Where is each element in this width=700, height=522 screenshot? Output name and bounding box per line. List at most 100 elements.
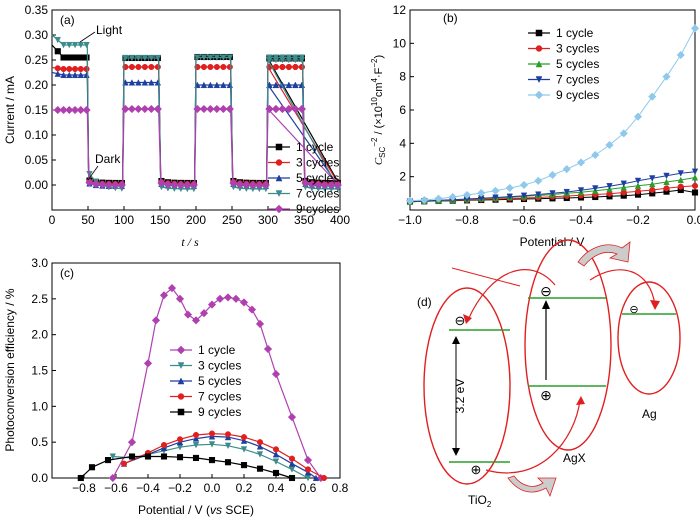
data-point bbox=[240, 434, 248, 441]
data-point bbox=[231, 294, 241, 303]
data-point bbox=[192, 431, 200, 439]
y-tick-label: 8 bbox=[399, 70, 406, 84]
data-point bbox=[592, 185, 599, 192]
data-point bbox=[272, 458, 280, 465]
data-point bbox=[691, 182, 699, 189]
data-point bbox=[691, 168, 699, 176]
data-point bbox=[200, 54, 208, 61]
x-tick-label: −0.6 bbox=[512, 213, 536, 227]
panel-d-diagram: (d) 3.2 eV ⊖ ⊕ ⊖ ⊕ ⊖ TiO2 AgX Ag bbox=[417, 239, 681, 509]
data-point bbox=[66, 71, 73, 79]
data-point bbox=[213, 54, 221, 61]
data-point bbox=[301, 178, 310, 188]
data-point bbox=[77, 54, 84, 61]
data-point bbox=[271, 104, 281, 114]
data-point bbox=[255, 180, 264, 190]
data-point bbox=[104, 457, 112, 464]
x-tick-label: 250 bbox=[222, 213, 242, 227]
x-tick-label: −0.2 bbox=[626, 213, 650, 227]
data-point bbox=[563, 188, 570, 196]
data-point bbox=[219, 104, 228, 114]
data-point bbox=[70, 105, 80, 115]
x-tick-label: 400 bbox=[330, 213, 350, 227]
data-point bbox=[199, 309, 209, 318]
data-point bbox=[160, 453, 168, 460]
data-point bbox=[193, 104, 202, 114]
tio2-label: TiO2 bbox=[468, 493, 492, 509]
y-tick-label: 1.0 bbox=[31, 399, 48, 413]
panel-c: (c) −0.8 −0.6 −0.4 −0.2 0.0 0.2 0.4 0.6 0.8 0.00… bbox=[3, 256, 349, 517]
panel-b-ylabel-unit2-exp: −2 bbox=[370, 58, 379, 68]
data-point bbox=[307, 180, 317, 189]
panel-b-tag: (b) bbox=[443, 11, 458, 25]
data-point bbox=[148, 79, 155, 86]
legend-marker bbox=[177, 408, 185, 416]
data-point bbox=[649, 175, 656, 182]
x-tick-label: −1.0 bbox=[398, 213, 422, 227]
legend-label: 7 cycles bbox=[556, 73, 599, 87]
panel-b-ylabel-rest: / (×10 bbox=[373, 106, 385, 138]
data-point bbox=[88, 464, 96, 471]
panel-b-ylabel-exp: 10 bbox=[370, 97, 379, 106]
data-point bbox=[248, 180, 258, 190]
data-point bbox=[663, 178, 670, 186]
data-point bbox=[65, 105, 74, 115]
data-point bbox=[212, 104, 222, 114]
data-point bbox=[312, 474, 320, 482]
data-point bbox=[620, 184, 627, 191]
data-point bbox=[60, 65, 67, 73]
data-point bbox=[677, 176, 684, 184]
data-point bbox=[206, 104, 215, 114]
legend-label: 3 cycles bbox=[556, 42, 599, 56]
data-point bbox=[135, 54, 142, 62]
ag-electron-symbol: ⊖ bbox=[629, 304, 638, 316]
data-point bbox=[327, 180, 336, 190]
data-point bbox=[303, 455, 313, 465]
panel-b-ylabel: CSC−2 / (×1010cm4·F−2) bbox=[370, 55, 387, 165]
data-point bbox=[434, 194, 443, 203]
data-point bbox=[226, 54, 234, 61]
data-point bbox=[117, 180, 126, 190]
data-point bbox=[76, 105, 85, 115]
legend-marker bbox=[535, 60, 543, 68]
data-point bbox=[176, 454, 184, 461]
data-point bbox=[127, 104, 137, 114]
x-tick-label: 0.6 bbox=[300, 481, 317, 495]
data-point bbox=[256, 451, 264, 458]
data-point bbox=[649, 186, 656, 194]
data-point bbox=[85, 178, 94, 187]
band-gap-arrow-bottom-head bbox=[452, 448, 460, 456]
data-point bbox=[183, 180, 192, 190]
data-point bbox=[291, 104, 300, 114]
y-tick-label: 3.0 bbox=[31, 256, 48, 270]
data-point bbox=[141, 63, 148, 71]
data-point bbox=[192, 441, 200, 449]
data-point bbox=[135, 79, 142, 86]
data-point bbox=[151, 316, 161, 325]
data-point bbox=[154, 54, 162, 62]
panel-b-series bbox=[405, 24, 700, 206]
data-point bbox=[247, 305, 257, 314]
data-point bbox=[272, 56, 280, 64]
x-tick-label: 0.4 bbox=[268, 481, 285, 495]
data-point bbox=[175, 294, 185, 303]
legend-label: 9 cycles bbox=[296, 202, 339, 216]
data-point bbox=[141, 54, 149, 62]
panel-a-series bbox=[51, 34, 342, 193]
data-point bbox=[141, 79, 149, 86]
x-tick-label: 0.0 bbox=[204, 481, 221, 495]
legend-label: 5 cycles bbox=[296, 171, 339, 185]
data-point bbox=[278, 104, 287, 114]
data-point bbox=[192, 435, 200, 442]
panel-b: (b) −1.0 −0.8 −0.6 −0.4 −0.2 0.0 2 4 6 8 10 12 Pot… bbox=[370, 3, 700, 249]
electron-transfer-head bbox=[463, 314, 472, 324]
data-point bbox=[66, 65, 73, 73]
data-point bbox=[448, 192, 457, 202]
data-point bbox=[240, 462, 248, 469]
data-point bbox=[287, 412, 297, 422]
data-point bbox=[256, 465, 264, 472]
data-point bbox=[255, 319, 265, 329]
data-point bbox=[199, 104, 209, 114]
data-point bbox=[284, 104, 294, 114]
